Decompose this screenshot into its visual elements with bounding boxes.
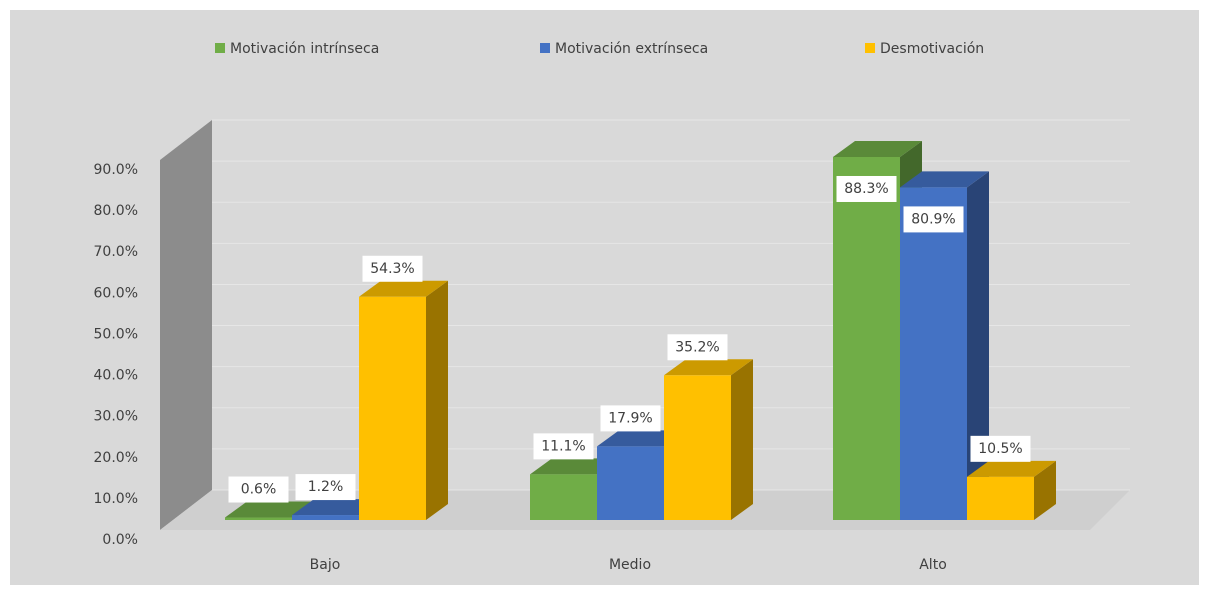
side-wall [160,120,212,530]
bar-top [530,458,619,475]
y-tick-label: 30.0% [94,409,138,425]
data-label: 54.3% [370,261,414,277]
legend-swatch [865,43,875,53]
y-tick-label: 20.0% [94,450,138,466]
y-tick-label: 50.0% [94,326,138,342]
bar-top [967,460,1056,477]
bar-front [900,187,967,520]
bar-top [292,499,381,516]
bar-front [664,375,731,520]
data-label: 0.6% [241,482,277,498]
data-label: 10.5% [978,441,1022,457]
bar-front [530,474,597,520]
legend-label: Motivación extrínseca [555,41,708,57]
y-tick-label: 60.0% [94,285,138,301]
bar-top [900,171,989,188]
data-label-box [228,476,289,503]
data-label-box [533,433,594,460]
data-label-box [362,255,423,282]
bar-front [833,156,900,520]
y-tick-label: 40.0% [94,368,138,384]
legend-swatch [215,43,225,53]
x-tick-label: Bajo [310,557,341,573]
data-label-box [295,474,356,501]
bar-top [225,501,314,518]
bar-side [967,171,989,520]
y-tick-label: 90.0% [94,162,138,178]
legend-swatch [540,43,550,53]
bar-side [426,280,448,520]
data-label: 1.2% [308,479,344,495]
data-label-box [836,175,897,202]
data-label: 11.1% [541,438,585,454]
data-label-box [903,206,964,233]
legend-label: Motivación intrínseca [230,41,379,57]
bar-side [731,359,753,520]
bar-front [967,476,1034,520]
y-tick-label: 80.0% [94,203,138,219]
bar-top [833,140,922,157]
bar-front [359,296,426,520]
y-tick-label: 0.0% [102,532,138,548]
bar-top [597,430,686,447]
bar-top [359,280,448,297]
bar [359,280,448,520]
bar-front [597,446,664,520]
y-tick-label: 10.0% [94,491,138,507]
data-label: 17.9% [608,410,652,426]
bar [967,460,1056,520]
data-label: 35.2% [675,339,719,355]
bar-front [292,515,359,520]
bar-front [225,517,292,520]
legend-label: Desmotivación [880,41,984,57]
bar-top [664,359,753,376]
x-tick-label: Medio [609,557,651,573]
data-label: 88.3% [844,181,888,197]
data-label-box [667,334,728,361]
x-tick-label: Alto [919,557,947,573]
data-label: 80.9% [911,211,955,227]
data-label-box [600,405,661,432]
bar-side [1034,460,1056,520]
y-tick-label: 70.0% [94,244,138,260]
bar [900,171,989,520]
bar [664,359,753,520]
data-label-box [970,435,1031,462]
